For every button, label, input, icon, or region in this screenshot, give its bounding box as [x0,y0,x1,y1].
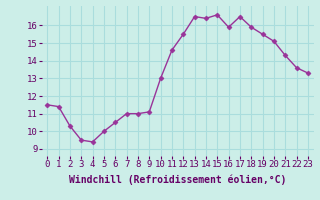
X-axis label: Windchill (Refroidissement éolien,°C): Windchill (Refroidissement éolien,°C) [69,175,286,185]
